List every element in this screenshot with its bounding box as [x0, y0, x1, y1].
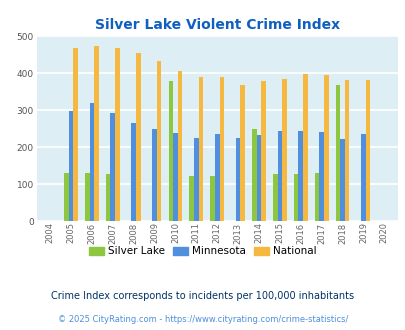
Bar: [64, 173, 68, 221]
Bar: [106, 174, 110, 221]
Bar: [131, 123, 136, 221]
Bar: [252, 129, 256, 221]
Bar: [136, 53, 140, 221]
Bar: [302, 74, 307, 221]
Bar: [177, 71, 182, 221]
Bar: [189, 176, 194, 221]
Bar: [168, 82, 173, 221]
Bar: [94, 46, 98, 221]
Bar: [198, 77, 203, 221]
Bar: [210, 176, 214, 221]
Bar: [360, 134, 365, 221]
Bar: [323, 75, 328, 221]
Bar: [110, 113, 115, 221]
Bar: [173, 133, 177, 221]
Bar: [156, 61, 161, 221]
Bar: [319, 132, 323, 221]
Bar: [335, 85, 339, 221]
Title: Silver Lake Violent Crime Index: Silver Lake Violent Crime Index: [94, 18, 339, 32]
Bar: [85, 173, 90, 221]
Bar: [194, 138, 198, 221]
Text: Crime Index corresponds to incidents per 100,000 inhabitants: Crime Index corresponds to incidents per…: [51, 291, 354, 301]
Bar: [90, 103, 94, 221]
Bar: [73, 48, 78, 221]
Bar: [256, 135, 261, 221]
Bar: [240, 85, 244, 221]
Bar: [152, 129, 156, 221]
Bar: [293, 174, 298, 221]
Bar: [235, 138, 240, 221]
Bar: [214, 134, 219, 221]
Bar: [339, 139, 344, 221]
Bar: [115, 49, 119, 221]
Text: © 2025 CityRating.com - https://www.cityrating.com/crime-statistics/: © 2025 CityRating.com - https://www.city…: [58, 315, 347, 324]
Bar: [219, 77, 224, 221]
Bar: [314, 173, 319, 221]
Legend: Silver Lake, Minnesota, National: Silver Lake, Minnesota, National: [85, 242, 320, 260]
Bar: [261, 81, 265, 221]
Bar: [272, 174, 277, 221]
Bar: [344, 80, 349, 221]
Bar: [298, 131, 302, 221]
Bar: [365, 80, 369, 221]
Bar: [68, 111, 73, 221]
Bar: [277, 131, 281, 221]
Bar: [281, 79, 286, 221]
